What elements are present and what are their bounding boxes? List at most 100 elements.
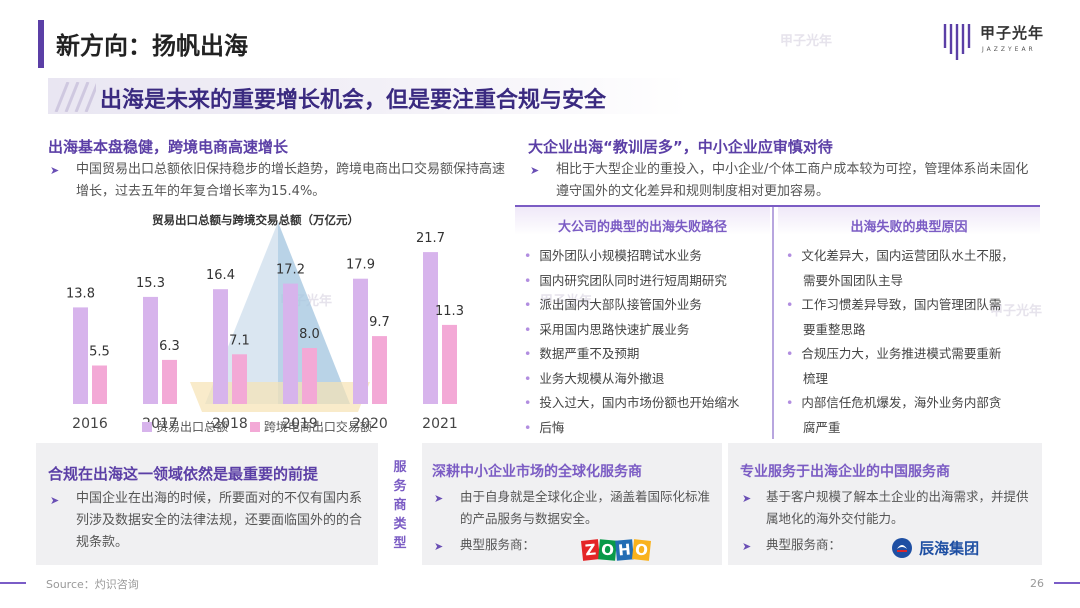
right-section-title: 大企业出海“教训居多”，中小企业应审慎对待	[528, 138, 833, 156]
bar-ecommerce	[372, 336, 387, 404]
logo-mark-icon	[943, 24, 971, 60]
watermark: 甲子光年	[540, 294, 593, 309]
x-tick-label: 2016	[72, 416, 108, 432]
divider	[515, 205, 1040, 207]
data-label: 17.9	[346, 258, 375, 273]
source-note: Source：灼识咨询	[46, 578, 139, 591]
x-tick-label: 2019	[282, 416, 318, 432]
bar-export	[73, 307, 88, 404]
paths-header-bg	[515, 207, 770, 235]
list-item-cont: 腐严重	[803, 419, 841, 435]
service-tag-char: 类	[393, 517, 407, 532]
chenhai-logo-icon	[892, 538, 912, 558]
list-item: • 后悔	[524, 419, 565, 435]
bar-ecommerce	[442, 324, 457, 404]
arrow-bullet-icon: ➤	[434, 492, 444, 505]
list-item: • 工作习惯差异导致，国内管理团队需	[786, 297, 1002, 312]
chenhai-logo: 辰海集团	[890, 536, 979, 560]
bar-ecommerce	[232, 354, 247, 404]
arrow-bullet-icon: ➤	[50, 164, 60, 177]
global-vendor-label: 典型服务商：	[460, 537, 536, 552]
list-item-cont: 要重整思路	[803, 321, 866, 337]
legend-label: 贸易出口总额	[156, 420, 229, 434]
list-item: • 数据严重不及预期	[524, 346, 640, 361]
china-service-box	[728, 443, 1042, 565]
list-item-cont: 梳理	[803, 370, 829, 386]
legend-swatch	[249, 422, 260, 432]
data-label: 13.8	[66, 286, 95, 301]
compliance-title: 合规在出海这一领域依然是最重要的前提	[48, 465, 319, 483]
global-service-text: 由于自身就是全球化企业，涵盖着国际化标准的产品服务与数据安全。	[460, 489, 711, 526]
data-label: 11.3	[435, 304, 464, 319]
legend-swatch	[142, 422, 152, 432]
arrow-bullet-icon: ➤	[530, 164, 540, 177]
left-section-bullet: 中国贸易出口总额依旧保持稳步的增长趋势，跨境电商出口交易额保持高速增长，过去五年…	[76, 162, 506, 199]
watermark: 甲子光年	[990, 304, 1043, 319]
list-item-cont: 需要外国团队主导	[803, 272, 904, 288]
list-item: • 国内研究团队同时进行短周期研究	[524, 272, 727, 288]
service-tag-char: 商	[393, 498, 407, 513]
column-divider	[772, 207, 774, 439]
zoho-logo-letter: O	[598, 539, 617, 561]
bar-export	[353, 278, 368, 404]
bar-ecommerce	[92, 365, 107, 404]
right-section-bullet: 相比于大型企业的重投入，中小企业/个体工商户成本较为可控，管理体系尚未固化遵守国…	[556, 162, 1029, 199]
zoho-logo-letter: O	[632, 539, 651, 561]
brand-logo: 甲子光年 JAZZYEAR	[942, 18, 1052, 74]
list-item: • 国外团队小规模招聘试水业务	[524, 248, 702, 263]
arrow-bullet-icon: ➤	[50, 494, 60, 507]
data-label: 16.4	[206, 268, 235, 283]
chart-legend: 贸易出口总额 跨境电商出口交易额	[142, 418, 372, 435]
bar-export	[143, 296, 158, 404]
data-label: 17.2	[276, 263, 305, 278]
service-tag-char: 服	[393, 460, 407, 475]
stripes-decoration-icon	[54, 82, 96, 112]
list-item: • 合规压力大，业务推进模式需要重新	[786, 346, 1002, 361]
data-label: 6.3	[159, 339, 180, 354]
arrow-bullet-icon: ➤	[742, 540, 752, 553]
data-label: 21.7	[416, 231, 445, 246]
zoho-logo-letter: Z	[581, 539, 600, 561]
paths-title: 大公司的典型的出海失败路径	[557, 220, 727, 235]
china-vendor-label: 典型服务商：	[766, 537, 842, 552]
headline: 出海是未来的重要增长机会，但是要注重合规与安全	[100, 88, 607, 113]
list-item: • 业务大规模从海外撤退	[524, 370, 665, 386]
compliance-text: 中国企业在出海的时候，所要面对的不仅有国内系列涉及数据安全的法律法规，还要面临国…	[76, 491, 363, 550]
logo-name-cn: 甲子光年	[980, 24, 1045, 42]
footer-line-right	[1054, 582, 1080, 584]
data-label: 9.7	[369, 315, 390, 330]
footer-line-left	[0, 582, 26, 584]
chenhai-logo-text: 辰海集团	[919, 539, 980, 558]
data-label: 7.1	[229, 333, 250, 348]
x-tick-label: 2020	[352, 416, 388, 432]
failure-paths-list: • 国外团队小规模招聘试水业务 • 国内研究团队同时进行短周期研究 • 派出国内大部队…	[524, 244, 739, 440]
list-item: • 内部信任危机爆发，海外业务内部贪	[786, 395, 1002, 410]
list-item: • 采用国内思路快速扩展业务	[524, 321, 690, 337]
legend-label: 跨境电商出口交易额	[263, 420, 372, 434]
reasons-header-bg	[778, 207, 1040, 235]
list-item: • 文化差异大，国内运营团队水土不服，	[786, 248, 1014, 263]
headline-background	[48, 78, 688, 114]
bar-ecommerce	[162, 359, 177, 404]
left-section-title: 出海基本盘稳健，跨境电商高速增长	[48, 138, 289, 156]
arrow-bullet-icon: ➤	[742, 492, 752, 505]
compliance-box	[36, 443, 378, 565]
bar-chart: 13.8 5.5 15.3 6.3 16.4 7.1 17.2 8.0 17.9 9.7 21.7 1…	[66, 222, 464, 432]
bar-export	[283, 283, 298, 404]
x-tick-label: 2018	[212, 416, 248, 432]
bar-export	[213, 289, 228, 404]
reasons-title: 出海失败的典型原因	[850, 220, 968, 235]
china-service-text: 基于客户规模了解本土企业的出海需求，并提供属地化的海外交付能力。	[766, 489, 1029, 526]
page-number: 26	[1030, 577, 1044, 590]
global-service-box	[422, 443, 722, 565]
service-tag-char: 务	[393, 479, 407, 494]
chart-title: 贸易出口总额与跨境交易总额（万亿元）	[152, 213, 359, 227]
bar-export	[423, 252, 438, 404]
data-label: 5.5	[89, 345, 110, 360]
failure-reasons-list: • 文化差异大，国内运营团队水土不服， 需要外国团队主导 • 工作习惯差异导致，国内…	[786, 244, 1014, 440]
list-item: • 投入过大，国内市场份额也开始缩水	[524, 395, 740, 410]
logo-name-en: JAZZYEAR	[982, 46, 1036, 53]
arrow-bullet-icon: ➤	[434, 540, 444, 553]
bar-ecommerce	[302, 348, 317, 404]
x-tick-label: 2021	[422, 416, 458, 432]
